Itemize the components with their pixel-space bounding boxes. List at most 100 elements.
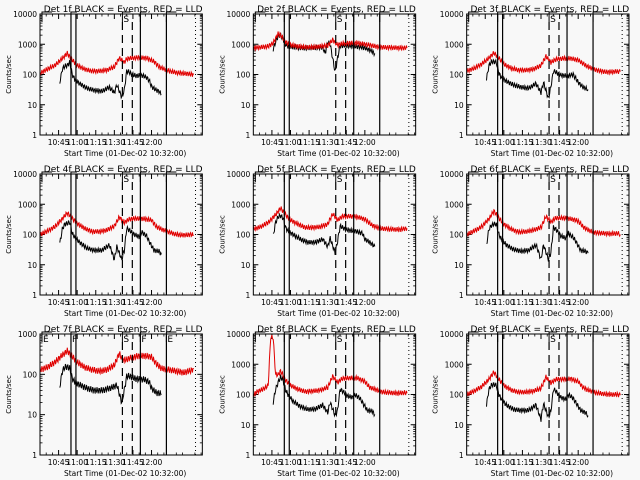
interval-bracket [497,171,504,182]
y-tick-label: 100 [449,231,464,240]
x-tick-label: 11:00 [66,458,88,467]
x-tick-label: 11:30 [104,298,126,307]
interval-bracket [41,11,52,22]
interval-bracket [379,171,390,182]
x-axis-label: Start Time (01-Dec-02 10:32:00) [277,309,399,318]
x-tick-label: 11:15 [85,138,107,147]
lld-series-line [466,208,621,238]
interval-marker-label: S [337,335,343,345]
y-tick-label: 1000 [18,40,37,49]
x-axis-label: Start Time (01-Dec-02 10:32:00) [491,469,613,478]
y-tick-label: 1 [32,451,37,460]
x-tick-label: 12:00 [141,298,163,307]
x-tick-label: 11:00 [66,298,88,307]
interval-bracket [121,331,131,342]
interval-bracket [497,331,504,342]
interval-bracket [353,11,360,22]
interval-bracket [70,171,77,182]
y-tick-label: 1000 [18,330,37,339]
lld-series-line [40,50,195,78]
y-tick-label: 1000 [18,200,37,209]
panel-title: Det 9f BLACK = Events, RED = LLD [470,325,629,335]
plot-frame [252,173,417,296]
events-series-line [272,374,376,418]
events-series-line [486,220,589,262]
interval-bracket [353,171,360,182]
y-tick-label: 10 [241,261,251,270]
y-tick-label: 10000 [440,170,464,179]
y-tick-label: 10000 [226,170,250,179]
x-tick-label: 10:45 [48,458,70,467]
interval-bracket [335,171,344,182]
y-tick-label: 1000 [231,40,250,49]
events-series-line [59,60,162,100]
y-tick-label: 100 [23,231,38,240]
interval-bracket [254,11,266,22]
x-tick-label: 11:15 [85,298,107,307]
x-tick-label: 10:45 [474,458,496,467]
interval-bracket [592,331,604,342]
interval-bracket [139,331,147,342]
detector-panel-9: Det 9f BLACK = Events, RED = LLD Counts/s… [432,325,630,478]
y-tick-label: 1 [246,451,251,460]
interval-bracket [548,11,558,22]
events-series-line [59,220,162,261]
interval-bracket [566,331,574,342]
y-tick-label: 10 [27,261,37,270]
interval-bracket [70,331,77,342]
x-tick-label: 11:00 [280,458,302,467]
interval-bracket [254,331,266,342]
interval-bracket [335,331,344,342]
y-tick-label: 1 [459,131,464,140]
x-axis-label: Start Time (01-Dec-02 10:32:00) [64,469,186,478]
panel-title: Det 8f BLACK = Events, RED = LLD [257,325,416,335]
y-tick-label: 10 [454,101,464,110]
x-tick-label: 11:30 [530,138,552,147]
y-tick-label: 10 [241,421,251,430]
interval-marker-label: E [167,335,173,345]
y-tick-label: 1 [246,131,251,140]
panel-title: Det 2f BLACK = Events, RED = LLD [257,5,416,15]
interval-marker-label: S [550,335,556,345]
plot-frame [252,333,417,456]
interval-bracket [566,11,574,22]
events-series-line [486,58,589,99]
x-tick-label: 11:30 [530,458,552,467]
detector-panel-7: Det 7f BLACK = Events, RED = LLD Counts/s… [5,325,203,478]
x-tick-label: 11:30 [104,138,126,147]
x-tick-label: 11:45 [122,138,144,147]
lld-series-line [466,370,621,398]
lld-series-line [253,206,408,233]
x-tick-label: 11:45 [549,298,571,307]
y-tick-label: 10 [241,101,251,110]
x-tick-label: 12:00 [354,298,376,307]
interval-bracket [566,171,574,182]
interval-marker-label: S [123,15,129,25]
x-tick-label: 10:45 [474,298,496,307]
x-tick-label: 10:45 [48,298,70,307]
y-tick-label: 10 [454,421,464,430]
events-series-line [272,32,376,71]
interval-bracket [548,171,558,182]
interval-bracket [592,171,604,182]
panel-title: Det 4f BLACK = Events, RED = LLD [44,165,203,175]
x-tick-label: 11:45 [335,298,357,307]
y-tick-label: 100 [236,71,251,80]
detector-panel-8: Det 8f BLACK = Events, RED = LLD Counts/s… [218,325,417,478]
x-tick-label: 11:45 [335,138,357,147]
x-axis-label: Start Time (01-Dec-02 10:32:00) [64,309,186,318]
y-tick-label: 1000 [445,360,464,369]
x-tick-label: 11:15 [512,138,534,147]
y-tick-label: 1000 [445,40,464,49]
plot-frame [39,173,203,296]
panel-title: Det 6f BLACK = Events, RED = LLD [470,165,629,175]
y-tick-label: 1000 [445,200,464,209]
panel-title: Det 5f BLACK = Events, RED = LLD [257,165,416,175]
y-axis-label: Counts/sec [432,375,440,414]
y-tick-label: 10000 [440,10,464,19]
interval-bracket [121,11,131,22]
x-tick-label: 11:00 [280,138,302,147]
y-axis-label: Counts/sec [5,215,13,254]
interval-bracket [254,171,266,182]
